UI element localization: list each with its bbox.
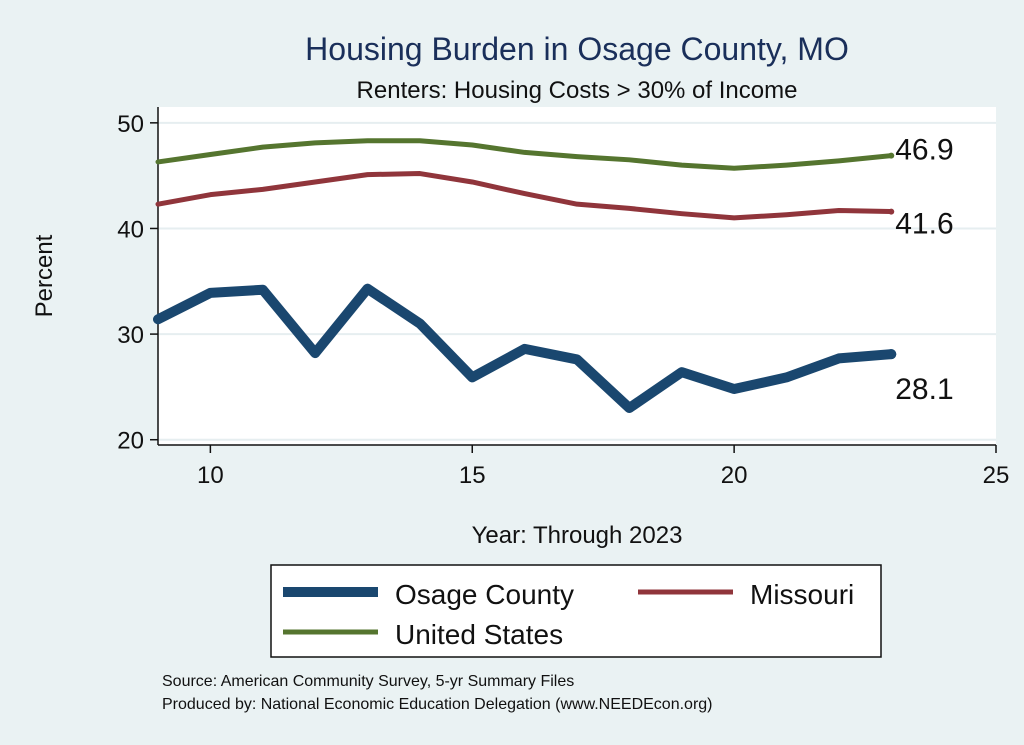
series-line-osage-county	[153, 283, 897, 414]
legend: Osage County Missouri United States	[270, 564, 882, 658]
legend-label-missouri: Missouri	[750, 579, 854, 610]
x-tick-label: 20	[721, 462, 748, 489]
end-point-missouri	[888, 208, 895, 215]
series-line-missouri	[155, 171, 894, 221]
end-point-united-states	[888, 152, 895, 159]
end-labels: 28.1 41.6 46.9	[895, 134, 953, 407]
series-line-united-states	[155, 138, 894, 171]
plot-area	[158, 107, 996, 445]
y-tick-label: 40	[117, 216, 144, 243]
end-label-united-states: 46.9	[895, 134, 953, 167]
axes: 20 30 40 50 10 15 20 25	[117, 107, 1009, 489]
x-tick-label: 15	[459, 462, 486, 489]
chart-title: Housing Burden in Osage County, MO	[305, 31, 849, 67]
legend-box	[270, 564, 882, 658]
x-tick-label: 25	[983, 462, 1010, 489]
y-tick-label: 50	[117, 111, 144, 138]
end-label-missouri: 41.6	[895, 208, 953, 241]
footer-source: Source: American Community Survey, 5-yr …	[162, 673, 574, 690]
legend-label-us: United States	[395, 619, 563, 650]
end-label-osage-county: 28.1	[895, 373, 953, 406]
y-axis-label: Percent	[31, 234, 58, 317]
x-tick-label: 10	[197, 462, 224, 489]
y-tick-label: 30	[117, 322, 144, 349]
chart-subtitle: Renters: Housing Costs > 30% of Income	[357, 77, 798, 104]
footer-produced-by: Produced by: National Economic Education…	[162, 696, 713, 713]
x-axis-label: Year: Through 2023	[472, 522, 683, 549]
series-lines	[153, 138, 897, 414]
legend-label-osage: Osage County	[395, 579, 574, 610]
end-point-osage-county	[886, 349, 897, 360]
y-tick-label: 20	[117, 428, 144, 455]
